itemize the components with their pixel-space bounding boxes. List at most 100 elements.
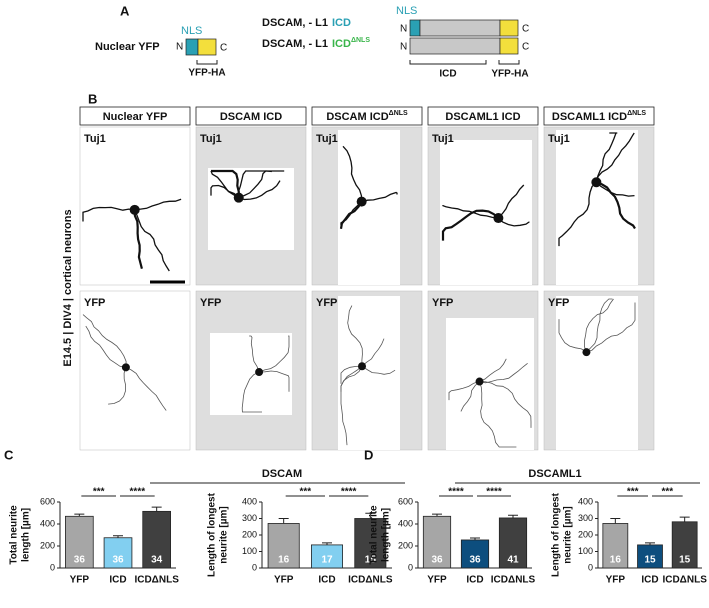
neurite <box>134 209 170 272</box>
row-label: Tuj1 <box>84 133 106 145</box>
bar <box>354 518 387 569</box>
n-label: 17 <box>321 555 333 566</box>
column-header-sup: ΔNLS <box>627 110 646 117</box>
neurite <box>361 365 396 375</box>
error-bar <box>151 506 162 512</box>
c-term: C <box>522 24 529 35</box>
group-title: DSCAML1 <box>528 468 581 480</box>
neurite <box>595 181 635 197</box>
y-tick-label: 600 <box>398 496 413 506</box>
neurite <box>259 370 290 392</box>
neurite <box>347 305 363 367</box>
icd-box <box>419 19 501 37</box>
neurite <box>586 302 636 353</box>
neurite <box>595 132 618 183</box>
y-tick-label: 400 <box>40 518 55 528</box>
soma <box>255 368 264 377</box>
construct-prefix: DSCAM, - L1 <box>262 38 328 50</box>
y-tick-label: 400 <box>578 496 593 506</box>
neurite <box>210 170 240 199</box>
n-term: N <box>400 24 407 35</box>
neurite <box>108 367 127 405</box>
error-bar <box>432 513 442 517</box>
bar <box>65 515 94 569</box>
error-bar <box>365 512 376 519</box>
neurite <box>497 217 530 227</box>
row-label: Tuj1 <box>432 133 454 145</box>
neurite <box>595 132 635 183</box>
column-header-box <box>543 106 655 126</box>
column-header-text: Nuclear YFP <box>103 111 168 123</box>
column-header: DSCAM ICD <box>220 111 282 123</box>
column-header-box <box>79 106 191 126</box>
n-label: 36 <box>74 555 86 566</box>
y-tick-label: 100 <box>242 546 257 556</box>
y-tick-label: 0 <box>588 562 593 572</box>
micrograph-inset <box>210 333 292 415</box>
neurite <box>258 335 290 373</box>
error-bar <box>74 513 85 517</box>
y-tick-label: 400 <box>242 496 257 506</box>
error-bar <box>322 542 332 545</box>
neurite <box>595 181 636 230</box>
significance-label: **** <box>486 487 502 498</box>
n-label: 36 <box>469 555 481 566</box>
bar <box>460 539 490 569</box>
column-header-text: DSCAML1 ICD <box>445 111 520 123</box>
soma <box>475 377 484 386</box>
bar <box>498 517 528 569</box>
error-bar <box>508 514 518 518</box>
nls-box <box>409 19 421 37</box>
x-tick-label: YFP <box>70 575 90 586</box>
error-bar <box>645 542 655 545</box>
neurite <box>134 198 182 211</box>
soma <box>121 363 130 372</box>
neurite <box>361 338 385 367</box>
tag-label: YFP-HA <box>491 69 528 80</box>
icd-box <box>409 37 501 55</box>
soma <box>582 348 591 357</box>
construct-highlight: ICD <box>332 38 351 50</box>
bar <box>142 510 171 569</box>
n-label: 16 <box>610 555 622 566</box>
row-label: YFP <box>548 297 569 309</box>
error-bar <box>679 516 690 522</box>
micrograph-inset <box>338 130 400 285</box>
column-header-box <box>311 106 423 126</box>
n-term: N <box>400 42 407 53</box>
significance-label: **** <box>341 487 357 498</box>
error-bar <box>278 518 289 524</box>
row-label: YFP <box>432 297 453 309</box>
x-tick-label: ICD <box>318 575 335 586</box>
column-header: Nuclear YFP <box>103 111 168 123</box>
neurite <box>85 325 126 368</box>
neurite <box>340 365 363 446</box>
neurite <box>82 314 127 368</box>
neurite <box>442 205 499 219</box>
y-tick-label: 400 <box>398 518 413 528</box>
micrograph <box>79 290 191 451</box>
n-label: 41 <box>507 555 519 566</box>
y-tick-label: 200 <box>578 529 593 539</box>
soma <box>493 213 504 224</box>
n-label: 36 <box>112 555 124 566</box>
panel-label: A <box>120 3 130 18</box>
y-tick-label: 100 <box>578 546 593 556</box>
n-term: N <box>176 42 183 53</box>
y-tick-label: 200 <box>398 540 413 550</box>
row-label: YFP <box>200 297 221 309</box>
x-tick-label: ICDΔNLS <box>348 575 393 586</box>
construct-name: DSCAM, - L1 ICD <box>262 17 351 29</box>
column-header-text: DSCAM ICD <box>220 111 282 123</box>
column-header-text: DSCAML1 ICD <box>552 111 627 123</box>
row-label: Tuj1 <box>200 133 222 145</box>
y-axis-label: Length of longest <box>207 492 218 577</box>
error-bar <box>113 535 123 538</box>
construct-name: Nuclear YFP <box>95 41 160 53</box>
neurite <box>125 366 167 411</box>
neurite <box>583 298 614 353</box>
neurite <box>133 209 143 269</box>
construct-name: DSCAM, - L1 ICDΔNLS <box>262 37 370 50</box>
column-header-box <box>195 106 307 126</box>
